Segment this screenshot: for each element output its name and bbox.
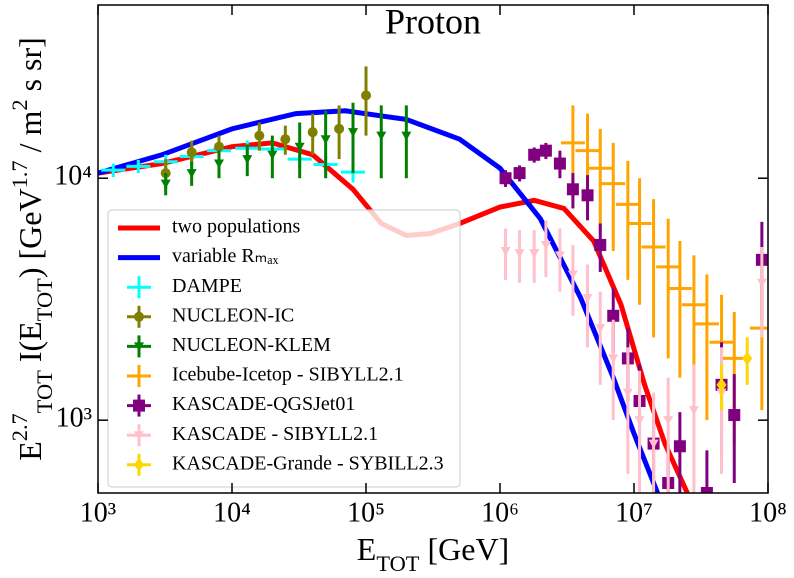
marker bbox=[280, 134, 291, 145]
y-axis-label-part: TOT bbox=[32, 278, 57, 321]
legend-label: KASCADE-Grande - SYBILL2.3 bbox=[172, 452, 444, 474]
legend-label: Icebube-Icetop - SIBYLL2.1 bbox=[172, 364, 404, 386]
y-axis-label-part: 1.7 bbox=[7, 160, 32, 188]
y-axis-label-part: 2.7 bbox=[7, 413, 32, 441]
marker bbox=[634, 416, 645, 426]
marker bbox=[673, 440, 686, 453]
marker bbox=[607, 309, 620, 322]
chart-title: Proton bbox=[385, 1, 481, 41]
marker bbox=[500, 247, 511, 257]
y-axis-label-part: / m bbox=[12, 111, 48, 161]
marker bbox=[716, 377, 727, 392]
marker bbox=[361, 90, 371, 101]
legend-label: NUCLEON-KLEM bbox=[172, 334, 331, 356]
x-tick-label: 10⁷ bbox=[615, 497, 653, 528]
x-tick-label: 10⁴ bbox=[213, 497, 251, 528]
marker bbox=[688, 406, 699, 416]
marker bbox=[186, 147, 197, 158]
y-axis-label-part: 2 bbox=[7, 99, 32, 110]
marker bbox=[514, 249, 525, 259]
marker bbox=[566, 183, 579, 196]
marker bbox=[581, 189, 594, 202]
x-axis-label-part: [GeV] bbox=[419, 531, 509, 567]
marker bbox=[376, 131, 387, 141]
x-tick-label: 10⁸ bbox=[749, 497, 787, 528]
y-tick-label: 10⁴ bbox=[54, 161, 92, 192]
marker bbox=[186, 169, 197, 179]
marker bbox=[700, 487, 713, 493]
marker bbox=[663, 416, 674, 426]
y-axis-label: E2.7TOT I(ETOT) [GeV1.7 / m2 s sr] bbox=[7, 37, 57, 461]
legend-label: KASCADE-QGSJet01 bbox=[172, 393, 355, 415]
y-axis-label-part: ) [GeV bbox=[12, 188, 48, 278]
y-tick-label: 10³ bbox=[56, 403, 92, 434]
legend-label: two populations bbox=[172, 216, 301, 238]
marker bbox=[553, 157, 566, 170]
marker bbox=[622, 388, 633, 398]
marker bbox=[608, 354, 619, 364]
legend-label: DAMPE bbox=[172, 275, 242, 297]
y-axis-label-part: TOT bbox=[32, 370, 57, 413]
y-axis-label-part: I(E bbox=[12, 321, 48, 370]
marker bbox=[582, 293, 593, 303]
marker bbox=[401, 131, 412, 141]
legend-label: NUCLEON-IC bbox=[172, 304, 294, 326]
x-tick-label: 10³ bbox=[80, 497, 116, 528]
marker bbox=[539, 144, 552, 157]
marker bbox=[728, 409, 741, 422]
marker bbox=[320, 135, 331, 145]
marker bbox=[214, 159, 225, 169]
marker bbox=[756, 278, 767, 288]
marker bbox=[595, 324, 606, 334]
x-axis-label-part: E bbox=[357, 531, 377, 567]
legend-label: variable Rₘₐₓ bbox=[172, 245, 279, 267]
marker bbox=[499, 172, 512, 185]
marker bbox=[554, 251, 565, 261]
marker bbox=[254, 130, 265, 141]
marker bbox=[160, 179, 171, 189]
x-axis-label-part: TOT bbox=[376, 551, 419, 576]
x-tick-label: 10⁶ bbox=[481, 497, 519, 528]
marker bbox=[529, 249, 540, 259]
marker bbox=[334, 123, 345, 134]
marker bbox=[267, 150, 278, 160]
marker bbox=[294, 142, 305, 152]
legend-label: KASCADE - SIBYLL2.1 bbox=[172, 423, 378, 445]
x-axis-label: ETOT [GeV] bbox=[357, 531, 509, 575]
y-axis-label-part: s sr] bbox=[12, 37, 48, 99]
marker bbox=[648, 439, 659, 449]
marker bbox=[513, 167, 526, 180]
marker bbox=[307, 127, 318, 138]
marker bbox=[348, 128, 359, 138]
plot-area bbox=[98, 66, 768, 493]
legend-box bbox=[107, 209, 461, 488]
marker bbox=[742, 351, 753, 366]
marker bbox=[540, 240, 551, 250]
marker bbox=[214, 141, 225, 152]
marker bbox=[594, 238, 607, 251]
legend: two populations variable Rₘₐₓ DAMPE NUCLEON… bbox=[107, 209, 461, 488]
marker bbox=[528, 148, 541, 161]
y-axis-label-part: E bbox=[12, 441, 48, 461]
x-tick-label: 10⁵ bbox=[347, 497, 385, 528]
axis-frame bbox=[97, 4, 769, 494]
marker bbox=[242, 155, 253, 165]
marker bbox=[567, 270, 578, 280]
